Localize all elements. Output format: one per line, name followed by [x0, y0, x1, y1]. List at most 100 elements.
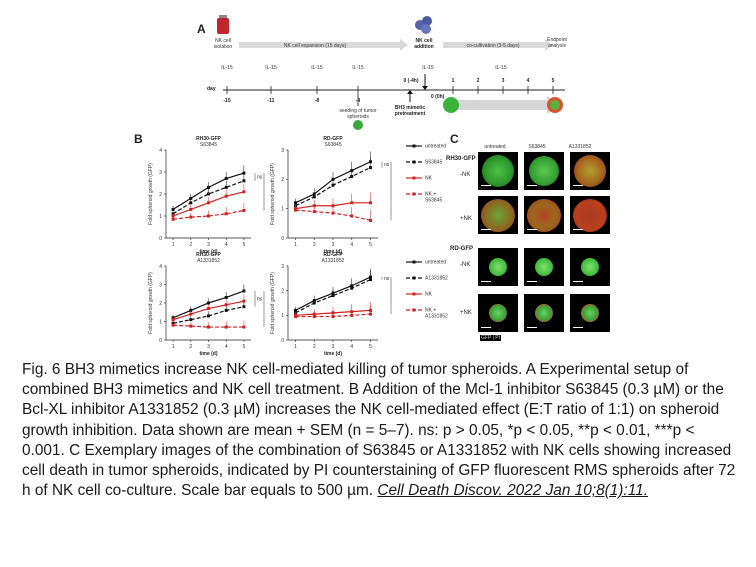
y-axis-label: Fold spheroid growth (GFP) — [148, 272, 154, 334]
nk-expansion-label: NK cell expansion (15 days) — [284, 43, 347, 49]
x-tick-label: 4 — [350, 344, 353, 350]
y-tick-label: 0 — [159, 236, 162, 242]
col-header-a1331852: A1331852 — [569, 144, 592, 150]
data-point — [207, 185, 210, 189]
chart-4: 0 1 2 3 1 2 3 4 5 time (d) Fold spheroid growth (G… — [270, 252, 448, 357]
seeding-label: seeding of tumor — [339, 108, 377, 114]
day-m15: -15 — [223, 98, 230, 104]
data-point — [224, 308, 228, 312]
data-point — [171, 217, 175, 221]
x-tick-label: 2 — [313, 344, 316, 350]
panel-c-labels: untreated S63845 A1331852 — [484, 144, 592, 150]
seeding-spheroid-icon — [353, 120, 363, 130]
data-point — [331, 211, 335, 215]
y-tick-label: 0 — [281, 236, 284, 242]
legend-label: A1331852 — [425, 276, 448, 282]
x-tick-label: 5 — [243, 344, 246, 350]
cd-2: 2 — [477, 78, 480, 84]
x-tick-label: 4 — [350, 242, 353, 248]
y-tick-label: 2 — [281, 177, 284, 183]
sig-ns: ns — [384, 276, 390, 282]
series-line — [295, 279, 371, 314]
il15-1: IL-15 — [221, 65, 233, 71]
img-rd-a1331852-minusnk — [570, 248, 610, 286]
data-point — [189, 215, 193, 219]
data-point — [207, 325, 210, 329]
endpoint-label: Endpoint — [547, 37, 567, 43]
day-m11: -11 — [268, 98, 275, 104]
cd-5: 5 — [552, 78, 555, 84]
y-tick-label: 2 — [159, 192, 162, 198]
y-tick-label: 0 — [159, 338, 162, 344]
day-m8: -8 — [315, 98, 320, 104]
data-point — [369, 166, 372, 170]
legend-label: NK + — [425, 192, 436, 198]
day-0-4h: 0 (-4h) — [404, 78, 419, 84]
data-point — [189, 324, 193, 328]
data-point — [350, 201, 354, 205]
chart-2: 0 1 2 3 1 2 3 4 5 time (d) Fold spheroid growth (G… — [270, 136, 446, 255]
data-point — [331, 315, 335, 319]
y-tick-label: 2 — [159, 301, 162, 307]
cocultivation-label: co-cultivation (3-5 days) — [466, 43, 519, 49]
data-point — [224, 303, 228, 307]
x-tick-label: 1 — [172, 344, 175, 350]
x-tick-label: 2 — [189, 344, 192, 350]
cocultivation-arrow — [443, 39, 553, 51]
blood-bag-icon — [217, 15, 229, 34]
chart-title: RD-GFP — [323, 252, 343, 258]
row-label-rh30-plusnk: +NK — [460, 216, 472, 222]
x-axis-label: time (d) — [199, 249, 217, 255]
bh3-pretreat-label: BH3 mimetic — [395, 105, 426, 111]
x-tick-label: 1 — [294, 344, 297, 350]
nk-cells-icon — [415, 16, 432, 34]
x-tick-label: 2 — [313, 242, 316, 248]
data-point — [207, 201, 210, 205]
img-rh30-a1331852-minusnk — [570, 152, 610, 190]
img-rd-s63845-plusnk — [524, 294, 564, 332]
nk-isolation-label: NK cell — [215, 38, 231, 44]
progression-band — [453, 100, 553, 110]
y-tick-label: 3 — [281, 148, 284, 154]
legend-label: A1331852 — [425, 314, 448, 320]
y-tick-label: 3 — [159, 282, 162, 288]
x-tick-label: 5 — [369, 344, 372, 350]
cd-4: 4 — [527, 78, 530, 84]
data-point — [312, 301, 316, 305]
y-axis-label: Fold spheroid growth (GFP) — [148, 163, 154, 225]
day-0-0h: 0 (0h) — [431, 94, 445, 100]
legend-marker — [412, 144, 416, 148]
il15-4: IL-15 — [352, 65, 364, 71]
data-point — [369, 201, 372, 205]
cd-3: 3 — [502, 78, 505, 84]
legend-marker — [412, 176, 416, 180]
spheroid-start-icon — [443, 97, 459, 113]
data-point — [171, 323, 175, 327]
chart-title: S63845 — [200, 142, 217, 148]
micro-grid: GFP | PI — [478, 152, 622, 352]
legend-label: untreated — [425, 144, 446, 150]
row-label-rd-minusnk: -NK — [460, 262, 471, 268]
chart-title: A1331852 — [197, 258, 220, 264]
data-point — [331, 183, 335, 187]
nk-addition-label: NK cell — [416, 38, 434, 44]
y-axis-label: Fold spheroid growth (GFP) — [270, 163, 276, 225]
citation-link[interactable]: Cell Death Discov. 2022 Jan 10;8(1):11. — [377, 482, 648, 500]
data-point — [331, 294, 335, 298]
data-point — [242, 325, 246, 329]
data-point — [369, 218, 372, 222]
il15-5: IL-15 — [422, 65, 434, 71]
data-point — [189, 201, 193, 205]
y-tick-label: 0 — [281, 338, 284, 344]
x-tick-label: 4 — [225, 242, 228, 248]
legend-label: S63845 — [425, 198, 442, 204]
chart-1: 0 1 2 3 4 1 2 3 4 5 time (d) Fold spheroid growth (… — [148, 136, 265, 255]
y-tick-label: 4 — [159, 264, 162, 270]
data-point — [242, 299, 246, 303]
seeding-label-2: spheroids — [347, 114, 369, 120]
data-point — [171, 318, 175, 322]
data-point — [350, 174, 354, 178]
img-rd-s63845-minusnk — [524, 248, 564, 286]
legend-marker — [412, 276, 416, 280]
legend-marker — [412, 292, 416, 296]
